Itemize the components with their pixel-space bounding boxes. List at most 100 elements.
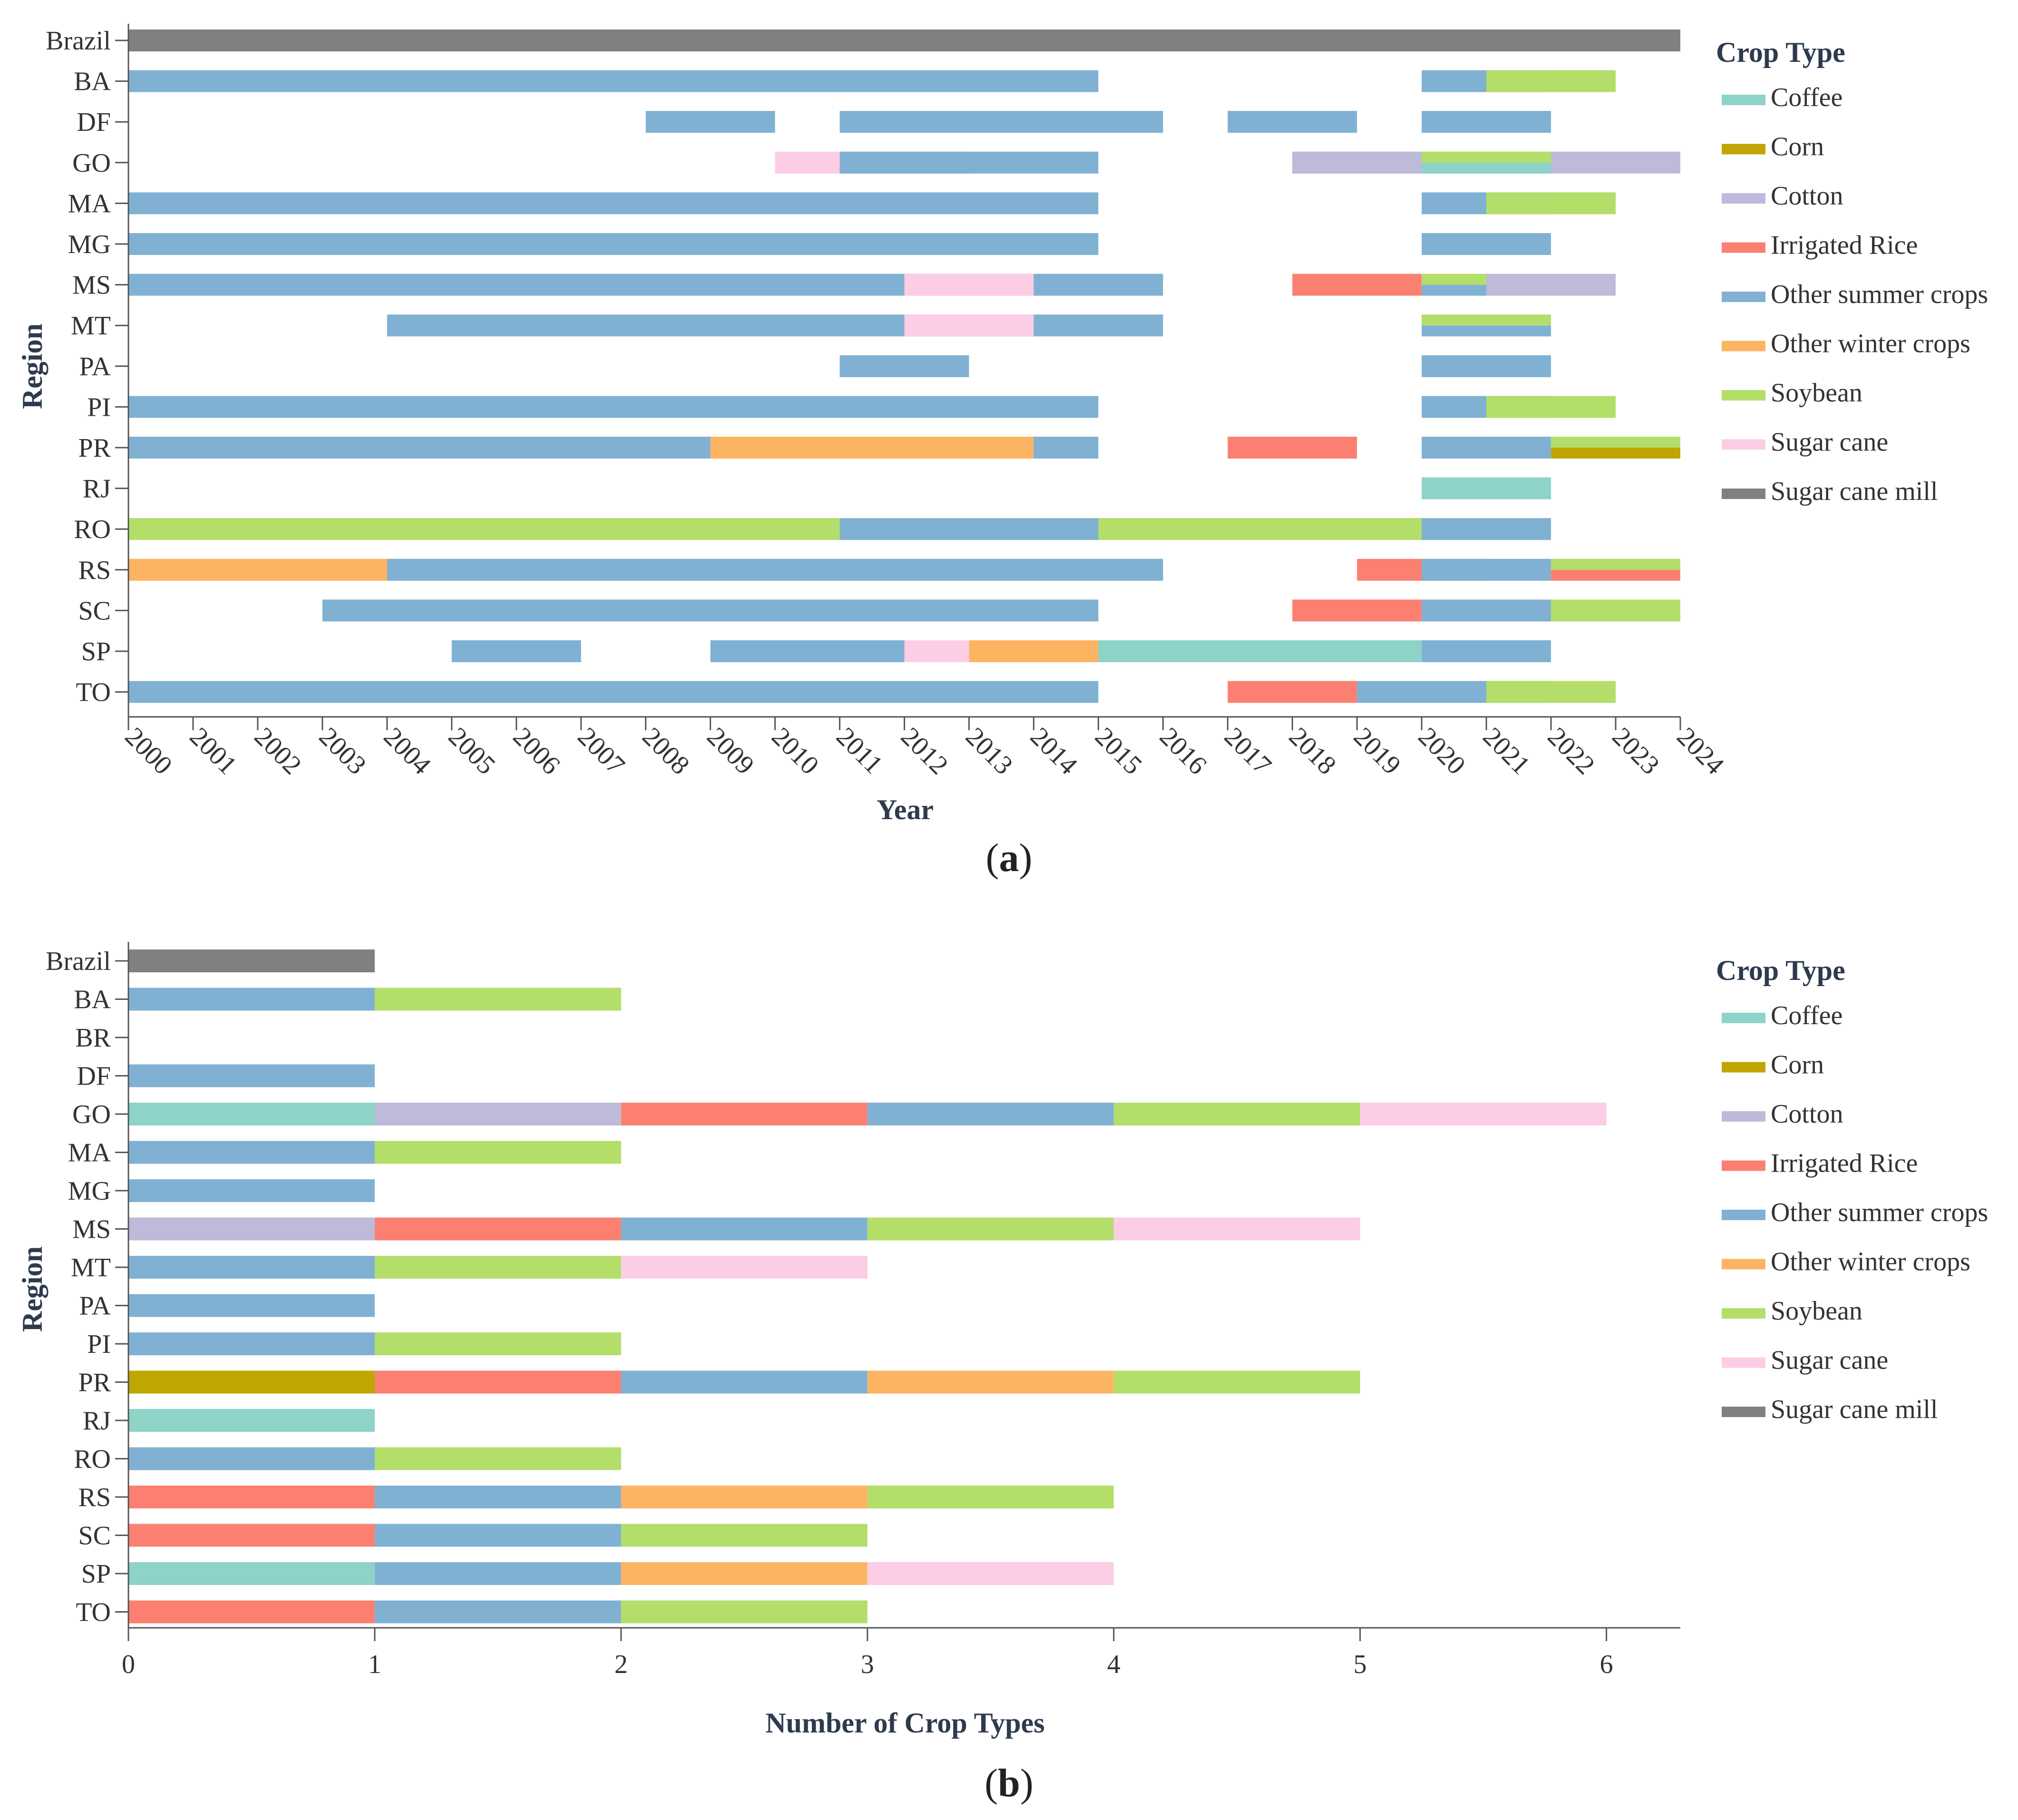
region-label-df: DF [77, 108, 111, 137]
x-tick-label-2003: 2003 [313, 722, 372, 780]
bar-segment-brazil-sugar-cane-mill [128, 949, 375, 972]
region-label-to: TO [76, 1598, 111, 1627]
timeline-bar-sp-other-summer-crops [1422, 640, 1551, 662]
timeline-bar-sc-irrigated-rice [1292, 599, 1422, 622]
x-tick-label-3: 3 [861, 1650, 874, 1679]
y-axis-title: Region [17, 1246, 48, 1332]
region-label-ma: MA [68, 1138, 111, 1168]
region-label-rs: RS [78, 1483, 111, 1512]
legend-label-sugar-cane: Sugar cane [1771, 1346, 1888, 1375]
x-tick-label-2015: 2015 [1089, 722, 1148, 780]
bar-segment-sp-sugar-cane [867, 1562, 1114, 1585]
bar-segment-ba-other-summer-crops [128, 988, 375, 1011]
timeline-bar-ms-irrigated-rice [1292, 274, 1422, 296]
bar-segment-pr-other-summer-crops [621, 1370, 868, 1394]
bar-segment-go-sugar-cane [1360, 1103, 1607, 1125]
timeline-bar-mg-other-summer-crops [1422, 233, 1551, 255]
timeline-bar-sp-coffee [1098, 640, 1422, 662]
timeline-bar-sc-other-summer-crops [1422, 599, 1551, 622]
timeline-bar-pr-other-summer-crops [1422, 437, 1551, 459]
timeline-bar-mg-other-summer-crops [128, 233, 1099, 255]
timeline-bar-rs-other-summer-crops [387, 558, 1163, 581]
timeline-bar-ba-other-summer-crops [128, 70, 1099, 92]
timeline-bar-rs-irrigated-rice [1551, 569, 1680, 581]
x-tick-label-2024: 2024 [1671, 722, 1730, 780]
timeline-bar-df-other-summer-crops [1228, 111, 1357, 133]
region-label-ms: MS [72, 271, 111, 300]
legend-swatch-cotton [1722, 1111, 1765, 1122]
timeline-chart: Brazil BA DF GO MA MG MS MT PA PI PR RJ RO RS SC SP TO 20… [17, 24, 1988, 825]
region-label-pr: PR [78, 433, 111, 463]
bar-segment-to-irrigated-rice [128, 1600, 375, 1624]
region-label-sp: SP [81, 1559, 111, 1589]
legend-label-coffee: Coffee [1771, 1001, 1843, 1030]
region-label-sc: SC [78, 596, 111, 626]
bar-segment-go-soybean [1113, 1103, 1360, 1125]
bar-segment-sc-other-summer-crops [374, 1524, 621, 1547]
bar-segment-sp-other-summer-crops [374, 1562, 621, 1585]
bar-segment-df-other-summer-crops [128, 1064, 375, 1087]
timeline-bar-ro-other-summer-crops [1422, 518, 1551, 540]
x-tick-label-2005: 2005 [443, 722, 501, 780]
region-label-ro: RO [74, 515, 111, 544]
region-label-mt: MT [71, 1253, 111, 1282]
timeline-bar-sp-other-summer-crops [451, 640, 581, 662]
timeline-bar-brazil-sugar-cane-mill [128, 29, 1680, 51]
region-label-rj: RJ [83, 1406, 111, 1436]
x-axis-title: Year [877, 794, 934, 825]
x-axis-title: Number of Crop Types [765, 1707, 1044, 1739]
bar-segment-ms-soybean [867, 1217, 1114, 1241]
bar-segment-mt-other-summer-crops [128, 1256, 375, 1279]
region-label-mg: MG [68, 230, 111, 259]
legend-swatch-sugar-cane-mill [1722, 1407, 1765, 1417]
bar-segment-go-cotton [374, 1103, 621, 1125]
region-label-go: GO [72, 1100, 111, 1129]
timeline-bar-ma-soybean [1486, 192, 1616, 215]
x-tick-label-2022: 2022 [1542, 722, 1600, 780]
x-tick-label-2017: 2017 [1219, 722, 1277, 780]
legend-swatch-irrigated-rice [1722, 1160, 1765, 1171]
region-label-sp: SP [81, 637, 111, 666]
bar-segment-rs-irrigated-rice [128, 1486, 375, 1508]
x-tick-label-2023: 2023 [1607, 722, 1665, 780]
region-label-ma: MA [68, 189, 111, 218]
region-label-mt: MT [71, 311, 111, 341]
legend-label-other-summer-crops: Other summer crops [1771, 1198, 1988, 1227]
timeline-bar-rs-soybean [1551, 558, 1680, 570]
legend-swatch-cotton [1722, 193, 1765, 204]
timeline-bar-to-irrigated-rice [1228, 681, 1357, 703]
x-tick-label-2016: 2016 [1154, 722, 1212, 780]
region-label-br: BR [75, 1023, 111, 1053]
legend-swatch-other-summer-crops [1722, 1210, 1765, 1220]
region-label-to: TO [76, 678, 111, 707]
x-tick-label-2014: 2014 [1024, 722, 1083, 780]
panel-label-a: (a) [985, 836, 1033, 880]
legend-swatch-coffee [1722, 1013, 1765, 1023]
timeline-bar-df-other-summer-crops [1422, 111, 1551, 133]
region-label-pa: PA [79, 1292, 111, 1321]
x-tick-label-5: 5 [1354, 1650, 1367, 1679]
legend-swatch-other-summer-crops [1722, 292, 1765, 302]
bar-segment-mt-sugar-cane [621, 1256, 868, 1279]
bar-segment-ma-other-summer-crops [128, 1141, 375, 1164]
x-tick-label-2020: 2020 [1413, 722, 1471, 780]
bar-segment-rj-coffee [128, 1409, 375, 1432]
x-tick-label-2008: 2008 [636, 722, 695, 780]
stacked-bar-chart: Brazil BA BR DF GO MA MG MS MT PA PI PR RJ RO RS SC SP TO… [17, 942, 1988, 1739]
region-label-ro: RO [74, 1445, 111, 1474]
panel-label-b-text: b [998, 1761, 1020, 1805]
bar-segment-ba-soybean [374, 988, 621, 1011]
timeline-bar-pr-other-winter-crops [710, 437, 1034, 459]
x-tick-label-2000: 2000 [119, 722, 178, 780]
x-tick-label-2013: 2013 [960, 722, 1018, 780]
x-tick-label-2001: 2001 [184, 722, 243, 780]
legend-label-coffee: Coffee [1771, 83, 1843, 112]
panel-label-b: (b) [985, 1761, 1033, 1805]
bar-segment-sp-other-winter-crops [621, 1562, 868, 1585]
timeline-bar-df-other-summer-crops [839, 111, 1163, 133]
legend-label-corn: Corn [1771, 132, 1824, 162]
timeline-bar-pr-irrigated-rice [1228, 437, 1357, 459]
timeline-bar-mt-soybean [1422, 314, 1551, 326]
x-tick-label-2009: 2009 [701, 722, 760, 780]
bar-segment-pi-soybean [374, 1332, 621, 1355]
